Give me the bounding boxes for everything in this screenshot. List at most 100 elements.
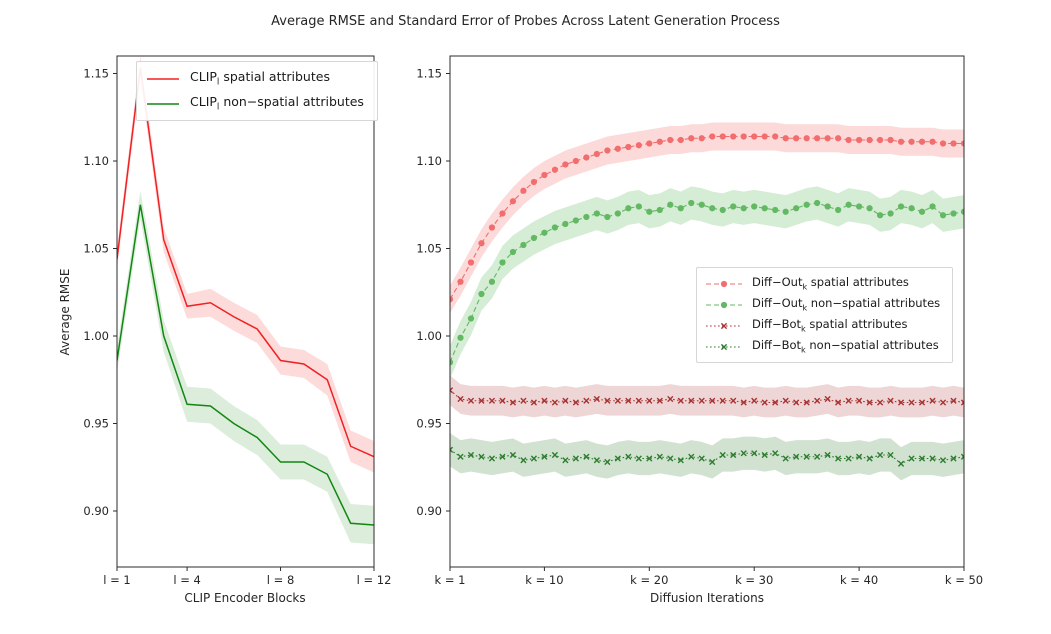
series-marker-1 xyxy=(562,220,569,228)
series-marker-3 xyxy=(929,455,936,462)
legend-sample xyxy=(705,299,743,311)
x-axis-label-left: CLIP Encoder Blocks xyxy=(184,591,306,605)
series-marker-2 xyxy=(814,397,821,404)
legend-item-0: Diff−Outk spatial attributes xyxy=(705,273,940,294)
series-marker-0 xyxy=(604,147,611,154)
series-marker-0 xyxy=(730,133,737,140)
series-marker-3 xyxy=(772,450,779,457)
legend-item-2: Diff−Botk spatial attributes xyxy=(705,315,940,336)
series-marker-0 xyxy=(478,240,485,247)
series-marker-0 xyxy=(897,138,905,145)
series-marker-1 xyxy=(677,205,684,212)
legend-item-1: Diff−Outk non−spatial attributes xyxy=(705,294,940,315)
series-marker-0 xyxy=(887,136,894,144)
series-marker-0 xyxy=(667,136,674,144)
series-marker-3 xyxy=(908,455,915,462)
series-marker-3 xyxy=(450,446,454,453)
series-marker-0 xyxy=(772,133,779,140)
series-marker-3 xyxy=(688,453,695,460)
series-marker-0 xyxy=(499,210,506,217)
series-marker-0 xyxy=(583,154,590,161)
series-marker-1 xyxy=(572,217,579,224)
series-marker-1 xyxy=(551,224,558,231)
series-marker-1 xyxy=(499,259,506,266)
series-marker-3 xyxy=(939,457,947,464)
series-marker-2 xyxy=(719,397,726,404)
series-marker-3 xyxy=(530,455,538,462)
series-marker-2 xyxy=(467,397,475,404)
series-marker-1 xyxy=(845,201,852,208)
series-marker-3 xyxy=(845,455,852,462)
series-marker-2 xyxy=(457,395,464,403)
series-marker-0 xyxy=(814,135,821,142)
series-band-0 xyxy=(450,122,964,314)
series-line-1 xyxy=(117,204,374,526)
chart-title: Average RMSE and Standard Error of Probe… xyxy=(271,14,780,29)
series-marker-3 xyxy=(593,457,600,464)
series-marker-3 xyxy=(635,455,642,462)
series-marker-1 xyxy=(541,229,548,236)
series-marker-3 xyxy=(824,451,831,459)
series-marker-1 xyxy=(509,248,517,256)
series-marker-3 xyxy=(960,453,964,460)
series-marker-0 xyxy=(782,135,789,142)
y-tick-label: 1.10 xyxy=(83,154,109,168)
legend-item-3: Diff−Botk non−spatial attributes xyxy=(705,336,940,357)
series-marker-1 xyxy=(929,203,936,210)
x-tick-label: l = 1 xyxy=(103,573,130,587)
series-marker-1 xyxy=(814,199,821,207)
y-tick-label: 1.00 xyxy=(83,329,109,343)
x-tick-label: k = 20 xyxy=(630,573,668,587)
series-marker-3 xyxy=(950,455,957,462)
legend-label-subscript: l xyxy=(216,77,220,88)
series-marker-2 xyxy=(614,397,621,404)
series-marker-2 xyxy=(625,397,632,404)
series-marker-2 xyxy=(782,397,789,404)
legend-sample xyxy=(146,98,180,110)
y-tick-label: 1.00 xyxy=(416,329,442,343)
legend-label-subscript: k xyxy=(802,303,808,313)
series-marker-3 xyxy=(803,453,810,460)
series-marker-3 xyxy=(751,450,758,457)
series-marker-2 xyxy=(509,399,517,406)
legend-label: CLIPl spatial attributes xyxy=(190,69,330,88)
series-marker-2 xyxy=(845,397,852,404)
series-marker-1 xyxy=(450,359,454,366)
series-marker-1 xyxy=(782,208,789,215)
series-marker-0 xyxy=(656,138,663,145)
series-marker-3 xyxy=(918,455,926,462)
legend-sample-circle xyxy=(706,301,742,308)
series-marker-0 xyxy=(625,143,632,151)
series-marker-2 xyxy=(604,397,611,404)
series-marker-2 xyxy=(908,399,915,406)
series-marker-0 xyxy=(719,133,726,140)
series-marker-3 xyxy=(814,453,821,460)
series-marker-3 xyxy=(835,455,842,462)
series-marker-3 xyxy=(856,453,863,460)
series-marker-3 xyxy=(876,451,884,459)
series-marker-1 xyxy=(751,203,758,210)
plot-frame xyxy=(116,55,375,568)
series-marker-3 xyxy=(625,453,632,460)
panel-plot-area xyxy=(450,122,964,481)
series-marker-0 xyxy=(698,135,705,142)
series-marker-3 xyxy=(897,460,905,467)
series-marker-1 xyxy=(950,210,957,217)
series-line-0 xyxy=(117,68,374,458)
series-marker-0 xyxy=(450,296,454,303)
series-marker-0 xyxy=(845,136,852,144)
x-tick-label: k = 30 xyxy=(735,573,773,587)
series-marker-1 xyxy=(625,205,632,212)
series-marker-2 xyxy=(730,397,737,404)
series-marker-0 xyxy=(646,140,653,147)
legend-label: Diff−Botk spatial attributes xyxy=(752,317,908,334)
panel-diffusion-panel: 1.15 1.10 1.05 1.00 0.95 0.90 k = 1 k = 10 k = 2… xyxy=(416,55,983,587)
series-marker-0 xyxy=(562,161,569,168)
series-marker-0 xyxy=(740,133,747,140)
series-marker-0 xyxy=(551,166,558,173)
series-marker-1 xyxy=(667,201,674,208)
series-marker-2 xyxy=(478,397,485,404)
series-marker-2 xyxy=(772,399,779,406)
series-marker-2 xyxy=(488,397,496,404)
